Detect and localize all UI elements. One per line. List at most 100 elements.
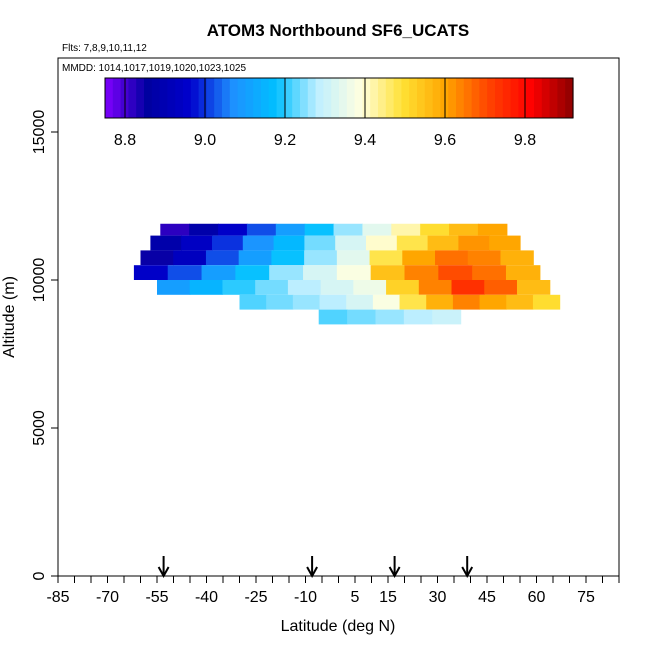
colorbar-swatch [456,78,465,118]
flight-arrow-head [388,566,401,579]
colorbar-swatch [541,78,551,118]
heatmap-cell [173,250,207,266]
heatmap-cell [369,250,403,266]
colorbar-swatch [479,78,488,118]
heatmap-cell [140,250,174,266]
heatmap-cell [304,250,338,266]
colorbar-swatch [331,78,340,118]
heatmap-cell [304,223,335,236]
heatmap-cell [335,235,367,251]
colorbar-swatch [292,78,301,118]
chart-title: ATOM3 Northbound SF6_UCATS [207,21,470,40]
heatmap-cell [246,223,277,236]
colorbar-swatch [237,78,246,118]
colorbar-swatch [534,78,543,118]
colorbar-swatch [432,78,441,118]
colorbar-swatch [346,78,356,118]
heatmap-cell [304,235,336,251]
colorbar-tick-label: 9.8 [514,132,536,149]
colorbar: 8.8 9.0 9.2 9.4 9.6 9.8 [104,77,574,149]
heatmap-cell [391,223,421,236]
x-tick-label: 15 [379,589,397,606]
heatmap-cell [255,280,289,295]
y-tick-label: 5000 [31,410,48,446]
heatmap-cell [201,265,236,280]
heatmap-cell [318,309,348,325]
y-tick-label: 0 [31,571,48,580]
heatmap-cell [212,235,244,251]
colorbar-swatch [315,78,324,118]
heatmap-cell [275,223,306,236]
flight-arrows [157,556,474,579]
x-axis: -85 -70 -55 -40 -25 -10 5 15 30 45 60 75 [46,576,620,606]
x-tick-label: 5 [351,589,360,606]
heatmap-cell [451,280,485,295]
colorbar-tick-label: 9.0 [194,132,216,149]
heatmap-cell [319,294,347,310]
colorbar-swatch [105,78,114,118]
heatmap-cell [362,223,392,236]
flight-arrow-head [306,566,318,579]
colorbar-swatch [510,78,519,118]
heatmap-cell [266,294,294,310]
y-axis-label: Altitude (m) [1,276,18,358]
heatmap-cell [235,265,270,280]
colorbar-swatch [144,78,153,118]
colorbar-swatch [385,78,395,118]
colorbar-swatch [526,78,535,118]
heatmap-cell [500,250,534,266]
colorbar-swatch [229,78,239,118]
colorbar-swatch [424,78,434,118]
heatmap-cell [452,294,481,310]
colorbar-swatch [471,78,480,118]
colorbar-swatch [362,78,371,118]
heatmap-cell [375,309,405,325]
heatmap-cell [472,265,507,280]
heatmap-cell [242,235,275,251]
colorbar-swatch [307,78,317,118]
heatmap-cell [320,280,354,295]
heatmap-cells [133,223,561,325]
colorbar-tick-label: 9.2 [274,132,296,149]
colorbar-swatch [518,78,527,118]
heatmap-cell [438,265,473,280]
colorbar-swatch [409,78,418,118]
heatmap-cell [435,250,469,266]
colorbar-swatch [354,78,363,118]
heatmap-cell [238,250,272,266]
dates-subtitle: MMDD: 1014,1017,1019,1020,1023,1025 [62,63,246,74]
colorbar-swatch [463,78,473,118]
colorbar-swatch [417,78,426,118]
y-axis: 0 5000 10000 15000 [31,110,58,580]
heatmap-cell [273,235,305,251]
heatmap-cell [532,294,561,310]
x-tick-label: -70 [96,589,119,606]
colorbar-swatch [261,78,270,118]
colorbar-swatch [167,78,176,118]
y-tick-label: 10000 [31,258,48,303]
colorbar-swatch [175,78,184,118]
heatmap-cell [372,294,401,310]
x-tick-label: 30 [429,589,447,606]
heatmap-cell [189,280,224,295]
colorbar-swatch [136,78,145,118]
heatmap-cell [189,223,219,236]
heatmap-cell [366,235,398,251]
heatmap-cell [370,265,406,280]
heatmap-cell [205,250,240,266]
heatmap-cell [133,265,169,280]
heatmap-cell [403,309,433,325]
x-tick-label: -40 [195,589,218,606]
colorbar-swatch [495,78,504,118]
x-tick-label: 45 [478,589,496,606]
colorbar-swatch [370,78,379,118]
colorbar-swatch [128,78,137,118]
colorbar-swatch [300,78,309,118]
x-tick-label: 75 [577,589,595,606]
heatmap-cell [484,280,518,295]
colorbar-swatch [448,78,457,118]
heatmap-cell [489,235,521,251]
heatmap-cell [418,280,453,295]
colorbar-frame [104,77,574,119]
